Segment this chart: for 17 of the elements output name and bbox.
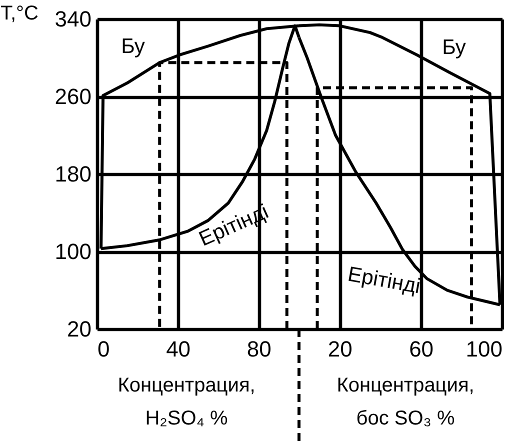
y-tick-label: 260 — [54, 84, 92, 109]
x-tick-label: 60 — [409, 336, 434, 362]
annotation: Бу — [442, 36, 466, 59]
x-tick-label: 20 — [328, 336, 352, 362]
x-tick-label: 100 — [466, 336, 502, 362]
x-axis-title: Концентрация, бос SO₃ % — [336, 374, 474, 430]
x-tick-label: 80 — [246, 336, 272, 362]
x-tick-label: 40 — [166, 336, 191, 362]
y-tick-label: 100 — [54, 239, 92, 264]
y-tick-label: 20 — [67, 316, 92, 342]
x-tick-label: 0 — [98, 336, 110, 362]
y-tick-label: 180 — [54, 162, 92, 186]
y-axis-title: T,°C — [0, 2, 38, 24]
annotation: Ерітінді — [346, 262, 422, 298]
y-tick-label: 340 — [54, 6, 92, 32]
x-axis-title: Концентрация, H₂SO₄ % — [118, 374, 256, 430]
annotation: Бу — [121, 35, 146, 58]
